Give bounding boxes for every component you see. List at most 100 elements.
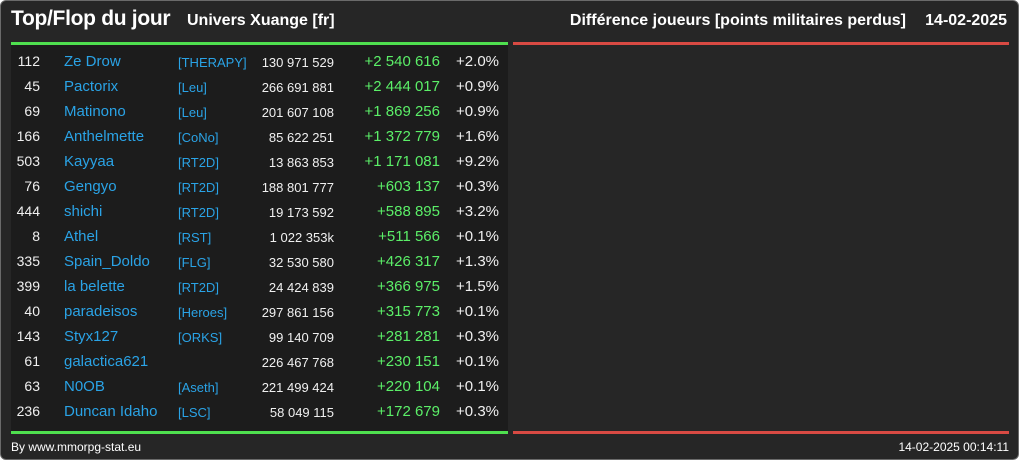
player-points: 266 691 881 xyxy=(261,80,334,95)
universe-label: Univers Xuange [fr] xyxy=(187,12,335,29)
report-date: 14-02-2025 xyxy=(925,12,1007,29)
table-row: 399 la belette [RT2D] 24 424 839 +366 975 +1.… xyxy=(11,274,508,299)
player-rank: 503 xyxy=(16,153,40,169)
alliance-tag-link[interactable]: [RT2D] xyxy=(178,280,219,295)
alliance-tag-link[interactable]: [Leu] xyxy=(178,105,207,120)
points-difference: +426 317 xyxy=(377,253,440,270)
player-name-link[interactable]: Duncan Idaho xyxy=(64,403,158,420)
table-row: 503 Kayyaa [RT2D] 13 863 853 +1 171 081 +9.2% xyxy=(11,149,508,174)
table-row: 143 Styx127 [ORKS] 99 140 709 +281 281 +0.3% xyxy=(11,324,508,349)
top-table: 112 Ze Drow [THERAPY] 130 971 529 +2 540 616… xyxy=(11,49,508,424)
table-row: 61 galactica621 226 467 768 +230 151 +0.1% xyxy=(11,349,508,374)
player-name-link[interactable]: Ze Drow xyxy=(64,53,121,70)
alliance-tag-link[interactable]: [Heroes] xyxy=(178,305,228,320)
player-name-link[interactable]: Styx127 xyxy=(64,328,119,345)
percent-change: +1.5% xyxy=(456,278,499,295)
points-difference: +1 869 256 xyxy=(364,103,441,120)
percent-change: +0.3% xyxy=(456,328,499,345)
points-difference: +230 151 xyxy=(377,353,440,370)
alliance-tag-link[interactable]: [CoNo] xyxy=(178,130,219,145)
percent-change: +0.1% xyxy=(456,228,499,245)
player-points: 201 607 108 xyxy=(261,105,334,120)
player-name-link[interactable]: la belette xyxy=(64,278,125,295)
points-difference: +2 444 017 xyxy=(364,78,441,95)
player-points: 188 801 777 xyxy=(261,180,334,195)
player-name-link[interactable]: shichi xyxy=(64,203,103,220)
top-panel: 112 Ze Drow [THERAPY] 130 971 529 +2 540 616… xyxy=(11,42,508,434)
points-difference: +588 895 xyxy=(377,203,440,220)
player-rank: 8 xyxy=(32,228,40,244)
table-row: 8 Athel [RST] 1 022 353k +511 566 +0.1% xyxy=(11,224,508,249)
player-points: 1 022 353k xyxy=(269,230,334,245)
table-row: 40 paradeisos [Heroes] 297 861 156 +315 773 +… xyxy=(11,299,508,324)
player-points: 85 622 251 xyxy=(268,130,334,145)
player-points: 221 499 424 xyxy=(261,380,334,395)
percent-change: +0.3% xyxy=(456,178,499,195)
player-name-link[interactable]: Matinono xyxy=(64,103,126,120)
player-points: 297 861 156 xyxy=(261,305,334,320)
table-row: 112 Ze Drow [THERAPY] 130 971 529 +2 540 616… xyxy=(11,49,508,74)
percent-change: +9.2% xyxy=(456,153,499,170)
player-points: 58 049 115 xyxy=(269,405,334,420)
table-row: 444 shichi [RT2D] 19 173 592 +588 895 +3.2% xyxy=(11,199,508,224)
points-difference: +281 281 xyxy=(377,328,440,345)
percent-change: +0.9% xyxy=(456,78,499,95)
table-row: 63 N0OB [Aseth] 221 499 424 +220 104 +0.1% xyxy=(11,374,508,399)
player-name-link[interactable]: galactica621 xyxy=(64,353,149,370)
table-row: 166 Anthelmette [CoNo] 85 622 251 +1 372 779… xyxy=(11,124,508,149)
player-name-link[interactable]: Pactorix xyxy=(64,78,119,95)
player-rank: 76 xyxy=(24,178,40,194)
player-rank: 45 xyxy=(24,78,40,94)
table-row: 45 Pactorix [Leu] 266 691 881 +2 444 017 +0.9… xyxy=(11,74,508,99)
alliance-tag-link[interactable]: [FLG] xyxy=(178,255,211,270)
percent-change: +0.1% xyxy=(456,378,499,395)
table-row: 69 Matinono [Leu] 201 607 108 +1 869 256 +0.9… xyxy=(11,99,508,124)
points-difference: +1 372 779 xyxy=(364,128,441,145)
player-name-link[interactable]: Athel xyxy=(64,228,99,245)
generated-timestamp: 14-02-2025 00:14:11 xyxy=(898,440,1009,454)
alliance-tag-link[interactable]: [ORKS] xyxy=(178,330,223,345)
percent-change: +0.1% xyxy=(456,303,499,320)
player-rank: 335 xyxy=(16,253,40,269)
page-title: Top/Flop du jour xyxy=(11,7,171,30)
percent-change: +1.3% xyxy=(456,253,499,270)
player-rank: 112 xyxy=(17,53,40,69)
player-rank: 444 xyxy=(16,203,40,219)
player-points: 130 971 529 xyxy=(261,55,334,70)
points-difference: +511 566 xyxy=(378,228,440,245)
site-credit[interactable]: By www.mmorpg-stat.eu xyxy=(11,440,142,454)
alliance-tag-link[interactable]: [LSC] xyxy=(178,405,211,420)
player-rank: 143 xyxy=(16,328,40,344)
player-name-link[interactable]: N0OB xyxy=(64,378,105,395)
points-difference: +366 975 xyxy=(377,278,440,295)
player-name-link[interactable]: paradeisos xyxy=(64,303,138,320)
alliance-tag-link[interactable]: [Leu] xyxy=(178,80,207,95)
player-name-link[interactable]: Spain_Doldo xyxy=(64,253,150,270)
player-name-link[interactable]: Gengyo xyxy=(64,178,117,195)
player-rank: 63 xyxy=(24,378,40,394)
alliance-tag-link[interactable]: [THERAPY] xyxy=(178,55,247,70)
player-points: 13 863 853 xyxy=(268,155,334,170)
player-rank: 236 xyxy=(16,403,40,419)
points-difference: +315 773 xyxy=(377,303,440,320)
points-difference: +220 104 xyxy=(377,378,440,395)
alliance-tag-link[interactable]: [RST] xyxy=(178,230,212,245)
alliance-tag-link[interactable]: [Aseth] xyxy=(178,380,219,395)
table-row: 236 Duncan Idaho [LSC] 58 049 115 +172 679 +0… xyxy=(11,399,508,424)
player-points: 99 140 709 xyxy=(268,330,334,345)
percent-change: +0.9% xyxy=(456,103,499,120)
alliance-tag-link[interactable]: [RT2D] xyxy=(178,155,219,170)
points-difference: +1 171 081 xyxy=(364,153,441,170)
player-points: 24 424 839 xyxy=(268,280,334,295)
player-points: 32 530 580 xyxy=(268,255,334,270)
table-row: 335 Spain_Doldo [FLG] 32 530 580 +426 317 +1.… xyxy=(11,249,508,274)
player-name-link[interactable]: Anthelmette xyxy=(64,128,145,145)
alliance-tag-link[interactable]: [RT2D] xyxy=(178,205,219,220)
player-rank: 166 xyxy=(16,128,40,144)
alliance-tag-link[interactable]: [RT2D] xyxy=(178,180,219,195)
percent-change: +0.1% xyxy=(456,353,499,370)
player-name-link[interactable]: Kayyaa xyxy=(64,153,115,170)
metric-label: Différence joueurs [points militaires pe… xyxy=(569,12,906,29)
player-rank: 40 xyxy=(24,303,40,319)
